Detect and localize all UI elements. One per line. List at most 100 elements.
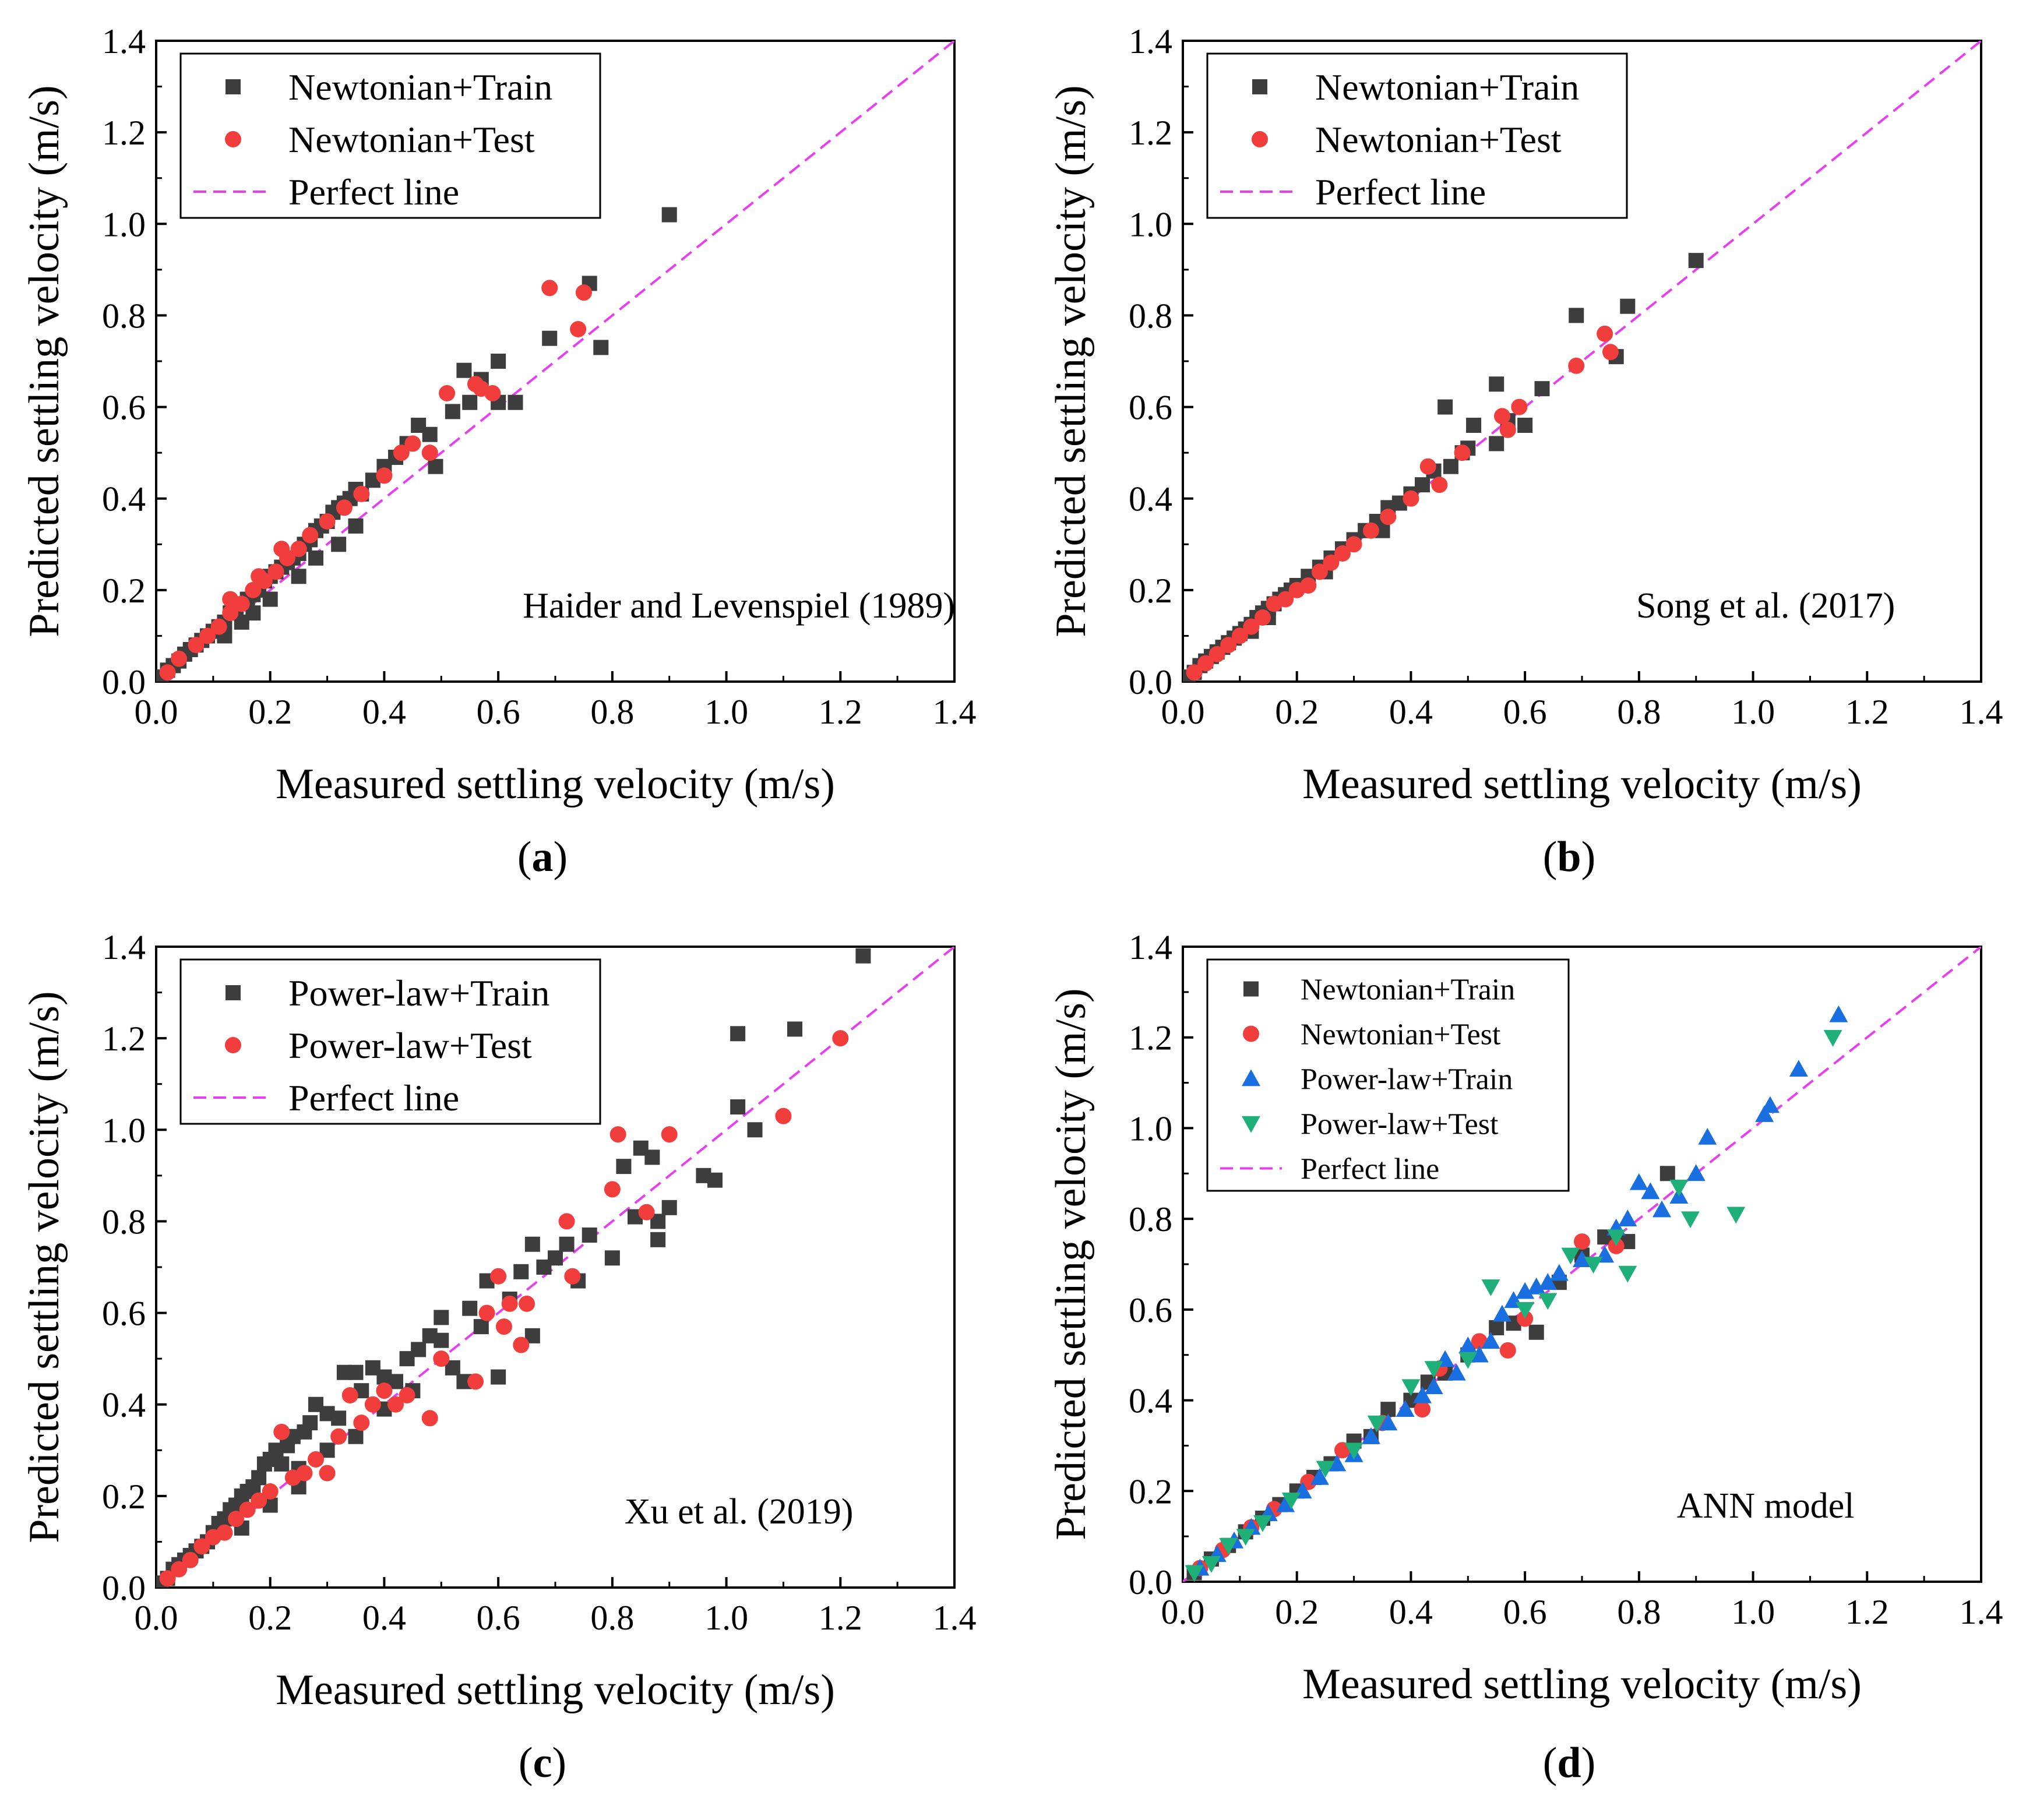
- x-tick-label: 0.2: [248, 1599, 292, 1637]
- data-point: [730, 1099, 746, 1114]
- data-point: [239, 1501, 256, 1518]
- data-point: [1680, 1211, 1700, 1229]
- data-point: [501, 1295, 518, 1312]
- data-point: [1447, 1363, 1466, 1381]
- data-point: [1652, 1200, 1671, 1218]
- data-point: [319, 1465, 336, 1482]
- data-point: [1419, 458, 1436, 475]
- data-point: [495, 1318, 512, 1335]
- data-point: [319, 513, 336, 530]
- data-point: [199, 627, 216, 644]
- data-point: [1760, 1096, 1780, 1113]
- data-point: [411, 1342, 427, 1357]
- legend-label: Power-law+Train: [288, 972, 549, 1014]
- data-point: [251, 568, 267, 585]
- data-point: [524, 1236, 540, 1252]
- y-tick-label: 0.0: [102, 663, 146, 701]
- legend-label: Perfect line: [1301, 1153, 1439, 1186]
- legend-label: Newtonian+Test: [1301, 1018, 1501, 1052]
- y-tick-label: 0.8: [1129, 1200, 1172, 1239]
- y-tick-label: 1.4: [102, 928, 146, 967]
- x-tick-label: 0.8: [590, 693, 634, 731]
- legend: Newtonian+Train Newtonian+Test Perfect lin…: [1206, 52, 1628, 219]
- data-point: [290, 541, 307, 558]
- x-tick-label: 1.4: [933, 693, 977, 731]
- data-point: [1489, 376, 1504, 392]
- legend-label: Perfect line: [1315, 171, 1486, 213]
- y-axis-label: Predicted settling velocity (m/s): [1047, 85, 1095, 637]
- y-axis-label: Predicted settling velocity (m/s): [20, 85, 68, 637]
- y-tick-label: 0.2: [1129, 572, 1172, 610]
- data-point: [159, 664, 176, 681]
- data-point: [331, 537, 347, 552]
- data-point: [1345, 536, 1362, 553]
- data-point: [210, 618, 227, 635]
- legend-marker: [1243, 1025, 1259, 1042]
- y-tick-label: 0.2: [102, 572, 146, 610]
- data-point: [1659, 1166, 1675, 1181]
- data-point: [228, 1511, 244, 1528]
- legend-marker: [225, 79, 241, 94]
- y-tick-label: 0.4: [102, 480, 146, 519]
- data-point: [570, 321, 587, 337]
- y-tick-label: 0.0: [1129, 663, 1172, 701]
- data-point: [616, 1159, 632, 1174]
- data-point: [1466, 418, 1482, 433]
- data-point: [445, 404, 460, 419]
- y-tick-label: 1.2: [1129, 114, 1172, 152]
- x-tick-label: 0.0: [1161, 693, 1205, 731]
- data-point: [582, 1228, 597, 1243]
- legend-marker: [1243, 981, 1259, 997]
- data-point: [251, 1492, 267, 1509]
- data-point: [1606, 1229, 1626, 1247]
- data-point: [399, 1387, 415, 1403]
- data-point: [1458, 1352, 1478, 1369]
- y-tick-label: 1.4: [1129, 22, 1172, 61]
- data-point: [1517, 418, 1533, 433]
- data-point: [1380, 509, 1397, 525]
- data-point: [1511, 398, 1528, 415]
- data-point: [302, 527, 319, 544]
- panel-label: (c): [519, 1739, 566, 1787]
- data-point: [730, 1026, 746, 1042]
- data-point: [330, 1428, 347, 1445]
- data-point: [1489, 1320, 1504, 1335]
- data-point: [1310, 1468, 1329, 1485]
- series-newtonian-test: [1186, 325, 1619, 681]
- data-point: [1454, 445, 1471, 461]
- legend-marker: [225, 131, 241, 147]
- data-point: [1538, 1273, 1558, 1290]
- legend-label: Power-law+Test: [288, 1025, 532, 1066]
- data-point: [1396, 1400, 1415, 1417]
- data-point: [638, 1204, 655, 1221]
- data-point: [855, 948, 871, 964]
- data-point: [1431, 477, 1448, 493]
- x-tick-label: 0.0: [1161, 1593, 1205, 1631]
- x-tick-label: 0.0: [135, 693, 178, 731]
- data-point: [1334, 545, 1351, 562]
- data-point: [1574, 1233, 1590, 1250]
- data-point: [1443, 458, 1458, 474]
- data-point: [1437, 399, 1453, 415]
- data-point: [462, 394, 478, 410]
- data-point: [1219, 1537, 1238, 1555]
- data-point: [456, 362, 472, 378]
- data-point: [262, 591, 278, 607]
- data-point: [222, 591, 239, 608]
- data-point: [1688, 253, 1704, 269]
- data-point: [188, 637, 205, 654]
- data-point: [1231, 627, 1248, 644]
- data-point: [1344, 1442, 1363, 1460]
- data-point: [433, 1350, 450, 1367]
- x-tick-label: 0.2: [1275, 693, 1319, 731]
- data-point: [171, 1561, 188, 1578]
- data-point: [1197, 655, 1214, 672]
- data-point: [1470, 1345, 1489, 1363]
- data-layer: [1183, 41, 1981, 682]
- data-point: [1300, 577, 1317, 594]
- data-point: [1414, 1401, 1430, 1418]
- y-tick-label: 0.8: [102, 1202, 146, 1241]
- x-tick-label: 1.0: [704, 1599, 748, 1637]
- data-point: [1549, 1264, 1569, 1281]
- data-point: [1573, 1250, 1591, 1268]
